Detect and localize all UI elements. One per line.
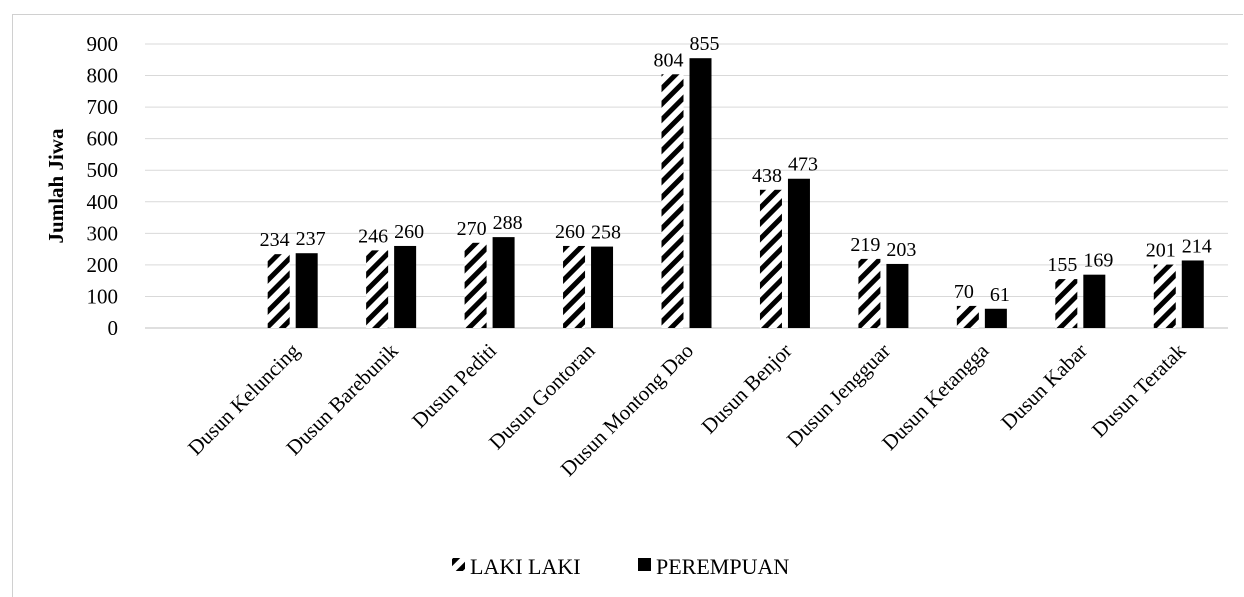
y-tick-label: 400 [87, 190, 119, 214]
bar-perempuan [787, 178, 810, 328]
x-tick-label: Dusun Kabar [996, 339, 1092, 435]
legend: LAKI LAKI PEREMPUAN [452, 554, 789, 579]
x-tick-label: Dusun Jengguar [782, 339, 895, 452]
data-label: 61 [990, 284, 1010, 306]
data-label: 201 [1146, 240, 1176, 262]
bar-perempuan [492, 237, 515, 328]
bar-perempuan [591, 246, 614, 328]
bar-laki-laki [267, 254, 290, 328]
data-label: 214 [1182, 235, 1212, 257]
y-tick-label: 500 [87, 158, 119, 182]
chart-frame [12, 14, 1243, 597]
bar-laki-laki [366, 250, 389, 328]
y-tick-label: 0 [108, 316, 119, 340]
data-label: 260 [555, 221, 585, 243]
y-tick-label: 200 [87, 253, 119, 277]
data-label: 237 [296, 228, 326, 250]
data-label: 169 [1083, 250, 1113, 272]
bar-laki-laki [563, 245, 586, 328]
bar-perempuan [394, 245, 417, 328]
y-tick-label: 900 [87, 32, 119, 56]
data-label: 155 [1047, 254, 1077, 276]
legend-item: LAKI LAKI [452, 554, 581, 579]
data-label: 804 [654, 49, 684, 71]
y-tick-label: 600 [87, 127, 119, 151]
bars [267, 58, 1204, 328]
bar-perempuan [984, 308, 1007, 328]
x-tick-label: Dusun Teratak [1087, 338, 1191, 442]
data-label: 260 [394, 221, 424, 243]
data-label: 246 [358, 225, 388, 247]
bar-laki-laki [1153, 264, 1176, 328]
bar-laki-laki [1055, 279, 1078, 328]
data-label: 438 [752, 165, 782, 187]
bar-laki-laki [464, 242, 487, 328]
x-tick-label: Dusun Pediti [407, 338, 501, 432]
y-axis-ticks: 0 100 200 300 400 500 600 700 800 900 [87, 32, 119, 340]
data-label: 234 [260, 229, 290, 251]
bar-laki-laki [858, 258, 881, 328]
bar-perempuan [886, 263, 909, 328]
y-tick-label: 700 [87, 95, 119, 119]
data-label: 70 [954, 281, 974, 303]
data-labels: 234 237 246 260 270 288 260 258 804 855 438 473 219 2… [260, 33, 1212, 306]
data-label: 258 [591, 222, 621, 244]
bar-perempuan [689, 58, 712, 328]
gridlines [145, 43, 1228, 329]
y-tick-label: 800 [87, 64, 119, 88]
data-label: 270 [457, 218, 487, 240]
y-tick-label: 100 [87, 284, 119, 308]
legend-swatch [452, 558, 465, 571]
y-tick-label: 300 [87, 221, 119, 245]
data-label: 473 [788, 154, 818, 176]
data-label: 203 [886, 239, 916, 261]
bar-laki-laki [661, 74, 684, 328]
data-label: 288 [493, 212, 523, 234]
y-axis-label: Jumlah Jiwa [44, 128, 68, 243]
legend-item: PEREMPUAN [638, 554, 789, 579]
bar-perempuan [1083, 274, 1106, 328]
bar-laki-laki [956, 305, 979, 328]
legend-label: PEREMPUAN [656, 554, 789, 579]
bar-perempuan [1181, 260, 1204, 328]
legend-label: LAKI LAKI [470, 554, 581, 579]
x-tick-label: Dusun Benjor [697, 339, 797, 439]
data-label: 855 [690, 33, 720, 55]
data-label: 219 [850, 234, 880, 256]
bar-laki-laki [759, 189, 782, 328]
legend-swatch [638, 558, 651, 571]
bar-perempuan [295, 253, 318, 328]
